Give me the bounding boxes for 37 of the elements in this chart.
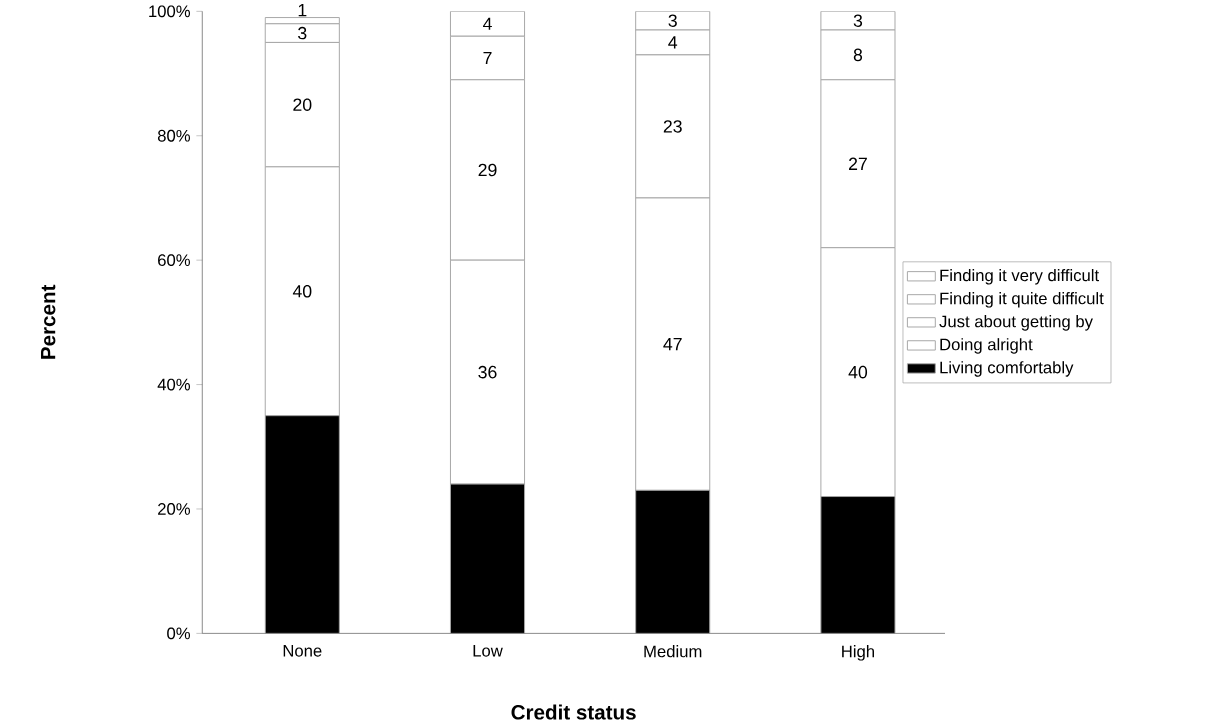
data-label: 47 <box>663 338 682 351</box>
data-label: 40 <box>848 366 868 379</box>
data-label: 3 <box>668 14 677 28</box>
data-label: 4 <box>668 36 678 49</box>
data-label: 29 <box>478 163 497 177</box>
legend-label: Just about getting by <box>939 315 1093 331</box>
legend-label: Finding it very difficult <box>940 269 1099 285</box>
bar <box>635 490 711 634</box>
data-label: 40 <box>292 285 312 298</box>
data-label: 1 <box>298 4 307 17</box>
y-axis-title: Percent <box>41 285 56 359</box>
data-label: 3 <box>853 14 863 28</box>
y-tick-label: 20% <box>158 503 190 516</box>
y-tick-label: 0% <box>167 627 191 640</box>
y-tick-label: 40% <box>157 378 190 391</box>
x-tick-label: High <box>842 645 874 661</box>
x-tick-label: Medium <box>644 645 702 658</box>
data-label: 8 <box>853 48 863 62</box>
data-label: 20 <box>293 98 312 112</box>
x-tick-label: None <box>283 645 322 657</box>
legend-label: Living comfortably <box>940 361 1074 377</box>
y-tick-label: 60% <box>158 254 190 267</box>
x-axis-title: Credit status <box>511 704 636 720</box>
bar <box>264 415 340 634</box>
legend-label: Doing alright <box>940 338 1033 354</box>
y-tick-label: 100% <box>149 5 190 18</box>
data-label: 27 <box>849 157 867 171</box>
data-label: 4 <box>483 17 492 31</box>
y-tick-label: 80% <box>157 130 190 142</box>
legend-label: Finding it quite difficult <box>940 292 1104 308</box>
bar <box>449 483 526 634</box>
data-label: 23 <box>663 120 682 133</box>
data-label: 7 <box>483 52 492 65</box>
x-tick-label: Low <box>473 645 503 657</box>
data-label: 3 <box>298 27 307 40</box>
data-label: 36 <box>478 366 497 379</box>
bar <box>820 496 896 634</box>
